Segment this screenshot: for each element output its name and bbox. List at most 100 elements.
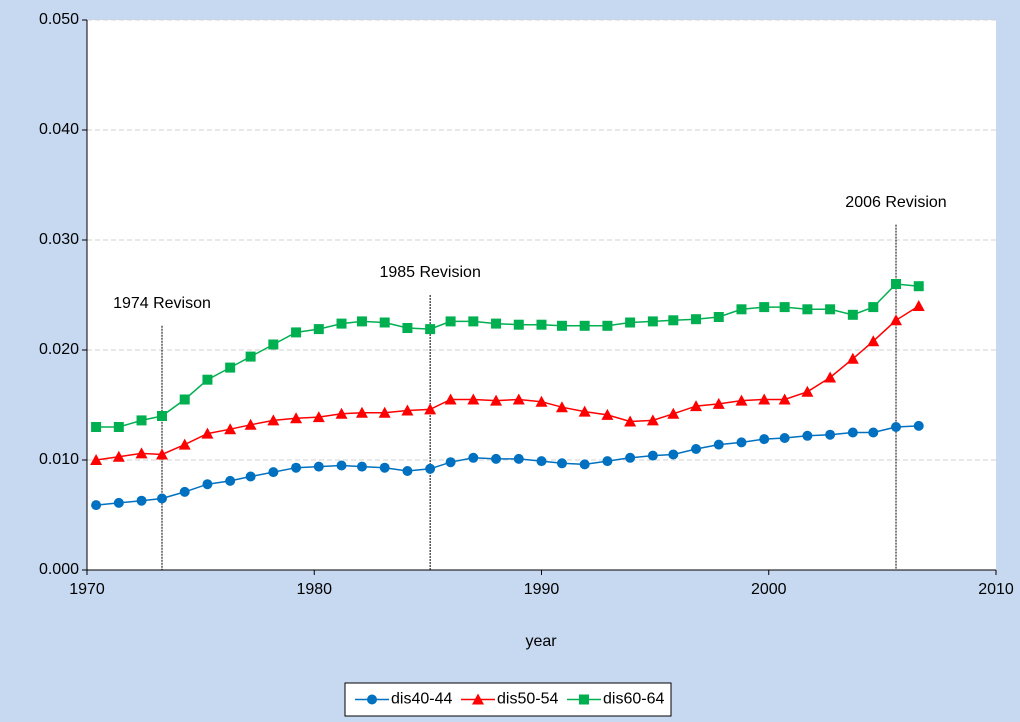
legend-marker bbox=[472, 693, 484, 705]
marker bbox=[336, 460, 347, 471]
marker bbox=[555, 401, 568, 413]
marker bbox=[625, 452, 636, 463]
marker bbox=[378, 406, 391, 418]
marker bbox=[735, 394, 748, 406]
marker bbox=[668, 449, 679, 460]
marker bbox=[713, 312, 724, 322]
marker bbox=[847, 427, 858, 438]
marker bbox=[91, 422, 102, 432]
marker bbox=[225, 362, 236, 373]
marker bbox=[758, 393, 771, 405]
series-line bbox=[95, 305, 920, 461]
marker bbox=[868, 302, 879, 313]
marker bbox=[467, 393, 480, 405]
marker bbox=[202, 479, 213, 490]
x-tick-label: 1990 bbox=[524, 581, 560, 598]
marker bbox=[268, 467, 279, 478]
marker bbox=[779, 302, 790, 313]
marker bbox=[913, 281, 924, 292]
marker bbox=[668, 315, 679, 326]
marker bbox=[846, 352, 859, 364]
marker bbox=[425, 324, 436, 335]
legend-marker bbox=[579, 694, 589, 705]
annotation-text: 1985 Revision bbox=[379, 264, 480, 281]
marker bbox=[135, 447, 148, 459]
marker bbox=[647, 316, 658, 327]
marker bbox=[313, 461, 324, 472]
marker bbox=[647, 450, 658, 461]
marker bbox=[136, 415, 147, 426]
marker bbox=[291, 327, 302, 338]
marker bbox=[313, 324, 324, 335]
marker bbox=[535, 395, 548, 407]
marker bbox=[445, 316, 456, 327]
marker bbox=[802, 430, 813, 441]
marker bbox=[556, 458, 567, 469]
marker bbox=[601, 408, 614, 420]
marker bbox=[536, 456, 547, 467]
marker bbox=[913, 420, 924, 431]
legend: dis40-44 dis50-54 dis60-64 bbox=[344, 682, 672, 717]
marker bbox=[712, 397, 725, 409]
marker bbox=[736, 304, 747, 315]
marker bbox=[867, 335, 880, 347]
marker bbox=[245, 471, 256, 482]
marker bbox=[202, 374, 213, 385]
marker bbox=[847, 309, 858, 320]
marker bbox=[155, 448, 168, 460]
marker bbox=[312, 411, 325, 423]
marker bbox=[556, 320, 567, 331]
marker bbox=[113, 422, 124, 432]
marker bbox=[201, 427, 214, 439]
marker bbox=[713, 439, 724, 450]
marker bbox=[402, 466, 413, 476]
y-tick-label: 0.030 bbox=[39, 231, 79, 248]
annotation-text: 2006 Revision bbox=[845, 194, 946, 211]
marker bbox=[379, 317, 390, 328]
marker bbox=[868, 427, 879, 438]
y-tick-label: 0.010 bbox=[39, 451, 79, 468]
marker bbox=[736, 437, 747, 448]
legend-marker bbox=[367, 694, 377, 705]
marker bbox=[90, 454, 103, 465]
marker bbox=[335, 407, 348, 419]
marker bbox=[179, 486, 190, 497]
marker bbox=[624, 415, 637, 427]
marker bbox=[759, 434, 770, 445]
plot-area bbox=[87, 20, 996, 570]
marker bbox=[402, 323, 413, 333]
marker bbox=[759, 302, 770, 313]
marker bbox=[579, 459, 590, 470]
marker bbox=[491, 318, 502, 329]
legend-box bbox=[344, 682, 672, 717]
marker bbox=[891, 279, 902, 289]
marker bbox=[336, 318, 347, 329]
marker bbox=[536, 319, 547, 330]
x-axis-label: year bbox=[525, 633, 557, 650]
marker bbox=[179, 394, 190, 405]
marker bbox=[824, 371, 837, 383]
marker bbox=[425, 463, 436, 474]
marker bbox=[156, 493, 167, 504]
legend-label: dis40-44 bbox=[391, 691, 452, 708]
y-tick-label: 0.040 bbox=[39, 121, 79, 138]
y-tick-label: 0.050 bbox=[39, 11, 79, 28]
marker bbox=[602, 456, 613, 467]
marker bbox=[513, 319, 524, 330]
x-tick-label: 1970 bbox=[69, 581, 105, 598]
marker bbox=[602, 320, 613, 331]
marker bbox=[356, 461, 367, 472]
x-tick-label: 2000 bbox=[751, 581, 787, 598]
marker bbox=[912, 300, 925, 311]
marker bbox=[825, 304, 836, 315]
marker bbox=[646, 414, 659, 426]
marker bbox=[468, 452, 479, 463]
x-tick-label: 2010 bbox=[978, 581, 1014, 598]
marker bbox=[468, 316, 479, 327]
marker bbox=[690, 400, 703, 412]
marker bbox=[513, 453, 524, 464]
legend-label: dis50-54 bbox=[497, 691, 558, 708]
marker bbox=[379, 462, 390, 473]
marker bbox=[445, 457, 456, 468]
marker bbox=[291, 462, 302, 473]
